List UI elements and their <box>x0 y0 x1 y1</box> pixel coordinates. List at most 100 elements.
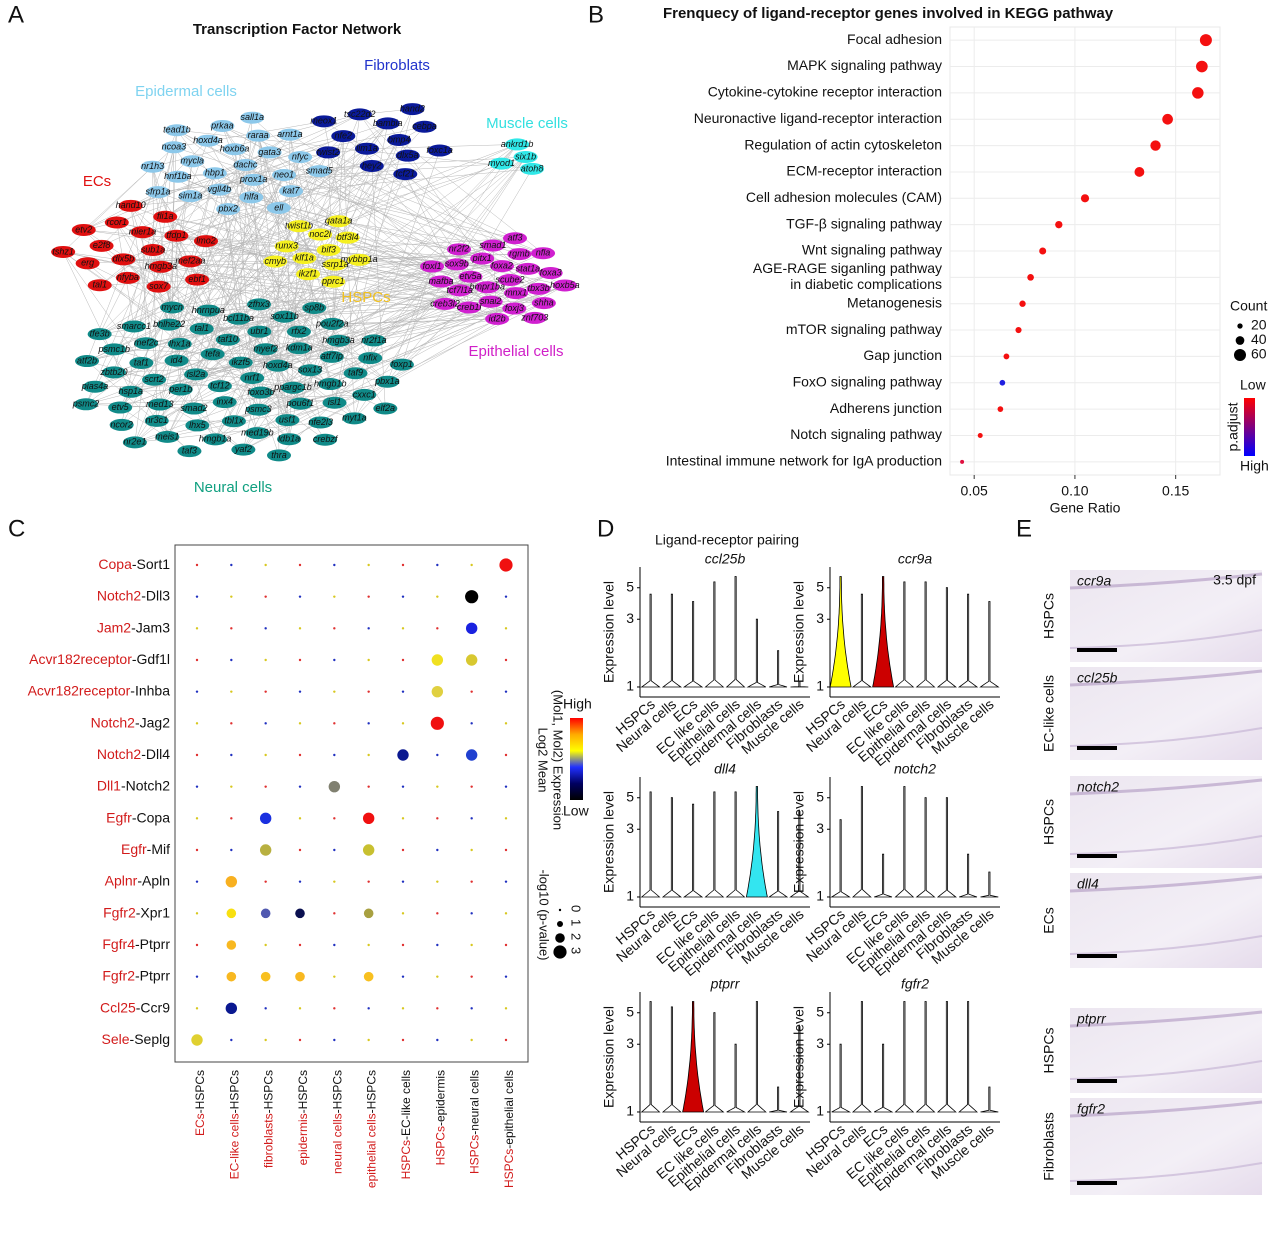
node-label: hlfa <box>244 192 259 202</box>
node <box>322 396 347 409</box>
node-label: raraa <box>248 130 269 140</box>
minor-dot <box>264 722 267 725</box>
edge <box>401 266 433 365</box>
node-label: foxl1 <box>423 261 442 271</box>
edge <box>328 249 471 277</box>
node <box>248 386 273 399</box>
violin <box>746 1001 767 1113</box>
ligand: Notch2 <box>97 587 142 603</box>
node <box>457 301 482 314</box>
legend-dot <box>558 908 562 912</box>
node <box>265 359 290 372</box>
node <box>160 301 185 314</box>
node-label: kdm1a <box>286 343 313 353</box>
node-label: foxa2 <box>491 260 513 270</box>
node-label: usf1 <box>279 414 296 424</box>
y-tick-label: 3 <box>626 820 634 836</box>
receptor: -HSPCs <box>193 1070 207 1113</box>
node-label: pbx2 <box>217 203 238 213</box>
minor-dot <box>333 563 336 567</box>
tissue-edge <box>1069 778 1263 796</box>
y-axis-label: Expression level <box>791 791 807 893</box>
node <box>354 142 379 155</box>
node-label: taf3 <box>182 445 197 455</box>
scale-bar <box>1077 648 1117 652</box>
node <box>130 226 155 239</box>
minor-dot <box>504 753 508 757</box>
dot <box>260 971 271 982</box>
minor-dot <box>436 880 439 883</box>
y-tick-label: 1 <box>816 1103 824 1119</box>
minor-dot <box>195 817 199 820</box>
node-label: taf9 <box>348 368 363 378</box>
minor-dot <box>264 880 267 883</box>
node-label: id4 <box>171 355 183 365</box>
minor-dot <box>436 1007 439 1010</box>
receptor: -HSPCs <box>296 1070 310 1113</box>
edge <box>240 249 329 363</box>
node <box>165 170 190 183</box>
minor-dot <box>333 1038 336 1042</box>
minor-dot <box>264 753 267 757</box>
node <box>458 270 483 283</box>
node-label: sfrp1a <box>146 186 171 196</box>
node <box>241 173 266 186</box>
minor-dot <box>298 785 302 788</box>
dot <box>999 379 1006 386</box>
y-tick-label: 5 <box>626 578 634 594</box>
minor-dot <box>401 880 405 883</box>
edge <box>160 266 498 320</box>
violin <box>958 1001 979 1113</box>
node-label: taf1 <box>134 357 149 367</box>
edge <box>292 340 375 389</box>
node <box>221 415 246 428</box>
minor-dot <box>367 1007 370 1010</box>
node <box>320 317 345 330</box>
node <box>180 155 205 168</box>
legend-title: Log2 Mean <box>536 727 551 792</box>
node <box>144 414 169 427</box>
node-label: hoxb5a <box>550 280 580 290</box>
dot <box>465 749 478 761</box>
violin <box>704 791 725 898</box>
minor-dot <box>333 753 336 757</box>
node <box>323 258 348 271</box>
node <box>102 343 127 356</box>
violin <box>661 797 682 898</box>
node <box>71 223 96 236</box>
minor-dot <box>195 722 199 725</box>
cell-label: EC-like cells <box>1041 675 1057 752</box>
node-label: ankrd1b <box>501 139 534 149</box>
edge <box>289 134 333 324</box>
minor-dot <box>298 563 302 567</box>
dot <box>363 971 374 982</box>
violin <box>979 601 1000 688</box>
y-tick-label: 5 <box>816 578 824 594</box>
edge <box>152 166 182 390</box>
node <box>515 262 540 275</box>
minor-dot <box>401 627 405 630</box>
node <box>296 268 321 281</box>
minor-dot <box>401 690 405 693</box>
chart-title: Transcription Factor Network <box>193 21 402 38</box>
minor-dot <box>436 563 439 567</box>
edge <box>354 156 526 419</box>
edge <box>152 166 336 265</box>
receptor: -EC-like cells <box>399 1070 413 1140</box>
dot <box>465 654 478 666</box>
dot <box>191 1034 203 1046</box>
node-label: neo1 <box>274 169 294 179</box>
violin <box>874 1043 894 1113</box>
minor-dot <box>367 753 370 757</box>
minor-dot <box>264 943 267 947</box>
dot <box>1027 274 1034 281</box>
subplot-title: ccr9a <box>898 551 932 567</box>
node-label: elf2a <box>376 403 396 413</box>
edge <box>258 357 371 410</box>
y-tick-label: Acvr182receptor-Inhba <box>28 682 171 698</box>
node <box>288 151 313 164</box>
node <box>155 430 180 443</box>
node-label: foxj3 <box>505 303 524 313</box>
violin <box>936 587 957 688</box>
minor-dot <box>264 785 267 788</box>
